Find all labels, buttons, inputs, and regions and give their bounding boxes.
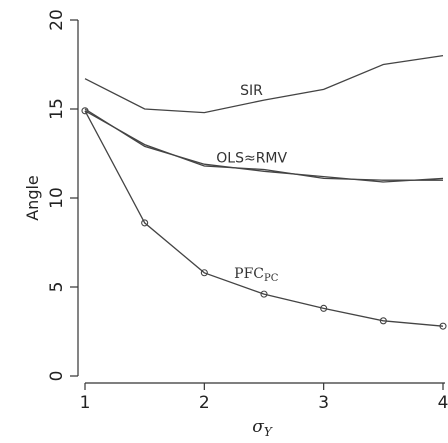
series-ols-line [84,110,443,181]
y-tick-label: 20 [47,9,67,31]
annotation-olsrmv: OLS≈RMV [216,150,287,166]
series-pfc-line [84,110,444,327]
series-pfc-point [200,269,208,277]
x-tick-label: 3 [318,393,329,413]
x-ticks: 1 2 3 4 [80,383,448,413]
series-pfc-point [81,107,89,115]
annotation-pfc-subscript: PC [264,273,279,284]
y-tick-label: 10 [47,187,67,209]
series-pfc-point [320,304,328,312]
series-sir-line [84,54,444,114]
annotation-sir: SIR [240,83,263,99]
series-pfc-point [260,290,268,298]
x-axis-title-subscript: Y [264,425,273,439]
y-tick-label: 5 [47,282,67,293]
series-pfc-point [141,219,149,227]
y-tick-label: 0 [47,371,67,382]
series-pfc-point [439,322,447,330]
x-axis-title: σY [252,417,273,439]
x-tick-label: 4 [438,393,448,413]
y-axis-title: Angle [23,175,42,221]
annotations: SIR OLS≈RMV PFCPC [216,83,287,284]
x-tick-label: 2 [199,393,210,413]
series-group [81,54,447,330]
y-tick-label: 15 [47,98,67,120]
y-ticks: 0 5 10 15 20 [47,9,78,381]
annotation-pfc: PFCPC [234,266,279,284]
series-pfc-point [379,317,387,325]
series-rmv-line [84,108,444,183]
x-tick-label: 1 [80,393,91,413]
